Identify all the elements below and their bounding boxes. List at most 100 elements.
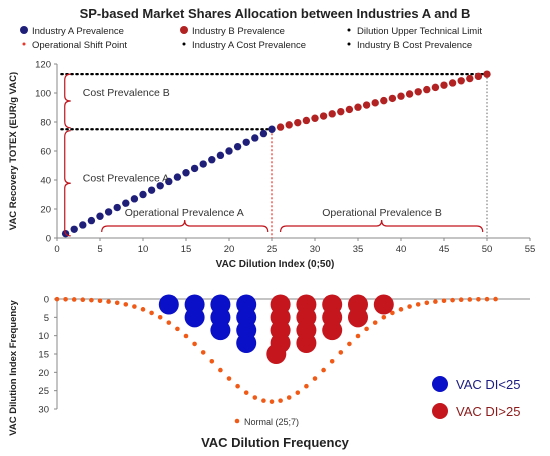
operational-prevalence-b-brace — [280, 219, 484, 233]
frequency-point-di-gt-25 — [348, 307, 368, 328]
normal-curve-point — [433, 299, 438, 304]
x-tick-label: 55 — [525, 244, 536, 255]
normal-curve-point — [218, 367, 223, 373]
normal-curve-point — [149, 310, 154, 316]
legend-marker-b_cost — [347, 42, 351, 46]
x-tick-label: 10 — [138, 244, 149, 255]
industry-b-point — [362, 101, 371, 109]
normal-curve-point — [80, 297, 86, 303]
x-tick-label: 40 — [396, 244, 407, 255]
normal-curve-point — [295, 390, 301, 395]
normal-curve-point — [63, 296, 68, 302]
industry-b-point — [294, 118, 302, 127]
class-legend-marker-di-gt-25 — [432, 403, 448, 419]
industry-a-point — [79, 221, 87, 229]
normal-curve-point — [450, 297, 455, 303]
annotation-operational-prevalence-b: Operational Prevalence B — [322, 207, 442, 219]
normal-curve-point — [484, 296, 490, 302]
legend-label-industry_b: Industry B Prevalence — [192, 26, 285, 37]
x-tick-label: 0 — [54, 244, 59, 255]
normal-curve-point — [398, 307, 404, 312]
industry-a-point — [122, 199, 130, 207]
industry-b-point — [311, 114, 319, 122]
normal-curve-point — [321, 367, 326, 373]
y-tick-label: 80 — [40, 118, 51, 129]
legend-label-shift: Operational Shift Point — [32, 40, 127, 51]
normal-curve-point — [493, 296, 498, 302]
bottom-chart: 0 5 10 15 20 25 30 VAC Dilution Index Frequency… — [8, 294, 530, 450]
industry-a-point — [165, 177, 173, 186]
x-tick-label: 15 — [181, 244, 192, 255]
industry-b-point — [285, 121, 293, 129]
industry-b-point — [431, 83, 440, 92]
normal-curve-point — [364, 326, 369, 332]
industry-a-point — [139, 190, 147, 199]
normal-curve-point — [235, 383, 240, 389]
normal-curve-point — [209, 358, 215, 364]
industry-b-point — [474, 72, 483, 81]
industry-a-point — [147, 186, 156, 194]
normal-curve-point — [157, 315, 163, 320]
industry-a-point — [208, 156, 216, 164]
normal-curve-point — [278, 398, 283, 403]
bottom-y-tick-label: 20 — [38, 368, 49, 379]
x-tick-label: 50 — [482, 244, 493, 255]
frequency-point-di-lt-25 — [184, 307, 205, 328]
bottom-chart-title: VAC Dilution Frequency — [201, 435, 350, 450]
y-tick-label: 40 — [40, 176, 51, 187]
normal-curve-point — [441, 298, 447, 304]
industry-b-point — [397, 92, 405, 100]
normal-curve-point — [390, 310, 395, 316]
legend-marker-shift — [22, 42, 26, 46]
industry-b-point — [328, 110, 336, 118]
industry-a-point — [259, 129, 268, 138]
normal-curve-point — [261, 398, 266, 403]
normal-curve-point — [304, 383, 309, 389]
x-tick-label: 20 — [224, 244, 235, 255]
normal-curve-point — [372, 320, 378, 325]
normal-curve-point — [329, 358, 335, 364]
industry-b-point — [302, 116, 311, 125]
normal-curve-point — [166, 320, 172, 325]
y-tick-label: 100 — [35, 89, 51, 100]
industry-a-point — [104, 208, 113, 216]
normal-curve-point — [123, 302, 129, 307]
normal-curve-point — [54, 296, 60, 302]
normal-curve-point — [226, 376, 232, 381]
cost-prevalence-a-brace — [64, 130, 71, 237]
industry-b-point — [380, 96, 388, 105]
industry-a-point — [156, 182, 164, 190]
industry-a-point — [242, 138, 250, 146]
class-legend-marker-di-lt-25 — [432, 376, 448, 392]
frequency-point-di-gt-25 — [373, 294, 394, 315]
industry-b-point — [354, 103, 362, 111]
industry-b-point — [483, 70, 491, 78]
normal-curve-point — [424, 300, 430, 306]
bottom-y-tick-label: 30 — [38, 405, 49, 416]
bottom-y-tick-label: 5 — [44, 313, 49, 324]
frequency-point-di-gt-25 — [266, 344, 287, 364]
y-tick-label: 60 — [40, 147, 51, 158]
frequency-point-di-gt-25 — [322, 320, 343, 341]
industry-a-point — [251, 134, 259, 142]
industry-b-point — [337, 107, 345, 116]
class-legend-label-di-gt-25: VAC DI>25 — [456, 404, 520, 419]
normal-curve-point — [132, 304, 137, 309]
industry-a-point — [190, 164, 199, 173]
x-tick-label: 30 — [310, 244, 321, 255]
y-tick-label: 0 — [46, 234, 51, 245]
top-chart: SP-based Market Shares Allocation betwee… — [8, 6, 535, 270]
industry-a-point — [268, 125, 276, 133]
industry-b-point — [319, 112, 328, 120]
normal-curve-point — [381, 315, 387, 320]
normal-curve-point — [200, 350, 206, 355]
x-tick-label: 25 — [267, 244, 278, 255]
bottom-y-tick-label: 10 — [38, 331, 49, 342]
legend-marker-limit — [347, 28, 351, 32]
normal-curve-point — [183, 333, 189, 339]
normal-curve-point — [252, 395, 258, 400]
bottom-y-tick-label: 0 — [44, 295, 49, 306]
x-axis-title: VAC Dilution Index (0;50) — [216, 259, 335, 270]
industry-a-point — [225, 147, 233, 155]
